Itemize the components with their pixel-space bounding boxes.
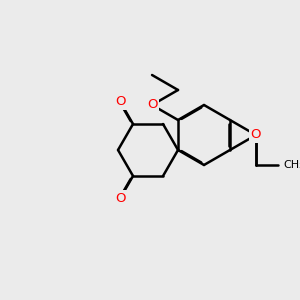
Text: O: O (115, 95, 125, 108)
Text: O: O (147, 98, 157, 112)
Text: O: O (251, 128, 261, 142)
Text: O: O (115, 192, 125, 205)
Text: CH₃: CH₃ (283, 160, 300, 170)
